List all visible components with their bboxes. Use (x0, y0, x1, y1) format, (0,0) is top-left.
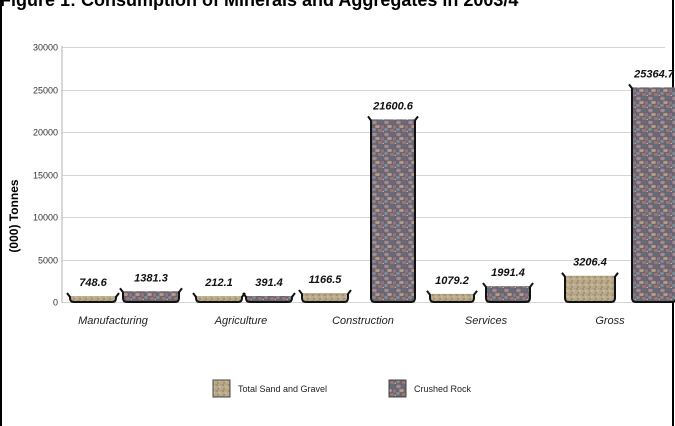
category-label: Manufacturing (78, 315, 149, 327)
bar-fill-crushed-rock (371, 119, 415, 302)
data-label: 25364.7 (633, 68, 675, 80)
bar-crushed-rock-agriculture (242, 292, 296, 303)
y-tick-label: 0 (53, 298, 58, 308)
y-axis-ticks: 0 5000 10000 15000 20000 25000 30000 (33, 43, 58, 308)
category-label: Construction (332, 315, 394, 327)
bar-fill-crushed-rock (486, 286, 530, 302)
bar-crushed-rock-gross (628, 83, 675, 303)
category-label: Services (465, 315, 508, 327)
bar-fill-sand-gravel (430, 293, 474, 302)
category-label: Agriculture (214, 315, 268, 327)
y-tick-label: 15000 (33, 171, 58, 181)
category-labels: Manufacturing Agriculture Construction Serv… (78, 315, 625, 327)
bar-crushed-rock-services (482, 282, 534, 303)
y-tick-label: 30000 (33, 43, 58, 53)
data-label: 212.1 (204, 277, 233, 289)
category-label: Gross (595, 315, 625, 327)
data-label: 1079.2 (435, 275, 469, 287)
bar-sand-gravel-construction (298, 289, 352, 303)
data-label: 1991.4 (491, 267, 525, 279)
chart-title: Figure 1: Consumption of Minerals and Ag… (0, 0, 519, 10)
data-label: 21600.6 (372, 100, 414, 112)
bar-sand-gravel-agriculture (192, 292, 246, 303)
bar-fill-crushed-rock (246, 296, 292, 302)
bar-sand-gravel-gross (561, 272, 619, 303)
legend: Total Sand and Gravel Crushed Rock (212, 379, 472, 398)
legend-label: Total Sand and Gravel (238, 384, 327, 394)
bar-fill-crushed-rock (123, 291, 179, 302)
data-label: 3206.4 (573, 257, 607, 269)
data-label: 1381.3 (134, 272, 168, 284)
frame-left-border (0, 0, 2, 426)
data-label: 748.6 (79, 277, 107, 289)
data-label: 1166.5 (309, 274, 343, 286)
bar-crushed-rock-manufacturing (119, 287, 183, 303)
legend-label: Crushed Rock (414, 384, 472, 394)
legend-swatch-sand-gravel (212, 379, 231, 398)
y-tick-label: 25000 (33, 86, 58, 96)
bar-fill-sand-gravel (302, 293, 348, 302)
bar-fill-crushed-rock (632, 87, 675, 302)
bar-sand-gravel-manufacturing (66, 292, 120, 303)
y-tick-label: 10000 (33, 213, 58, 223)
bar-fill-sand-gravel (196, 296, 242, 302)
bars: 748.6 1381.3 212.1 391.4 1166.5 21600.6 1079.2… (66, 68, 675, 303)
bar-fill-sand-gravel (565, 275, 615, 302)
y-tick-label: 20000 (33, 128, 58, 138)
data-label: 391.4 (255, 277, 283, 289)
bar-crushed-rock-construction (367, 115, 419, 303)
y-axis-label: (000) Tonnes (7, 179, 21, 252)
bar-sand-gravel-services (426, 290, 478, 303)
bar-fill-sand-gravel (70, 296, 116, 302)
y-tick-label: 5000 (38, 256, 58, 266)
legend-swatch-crushed-rock (388, 379, 407, 398)
